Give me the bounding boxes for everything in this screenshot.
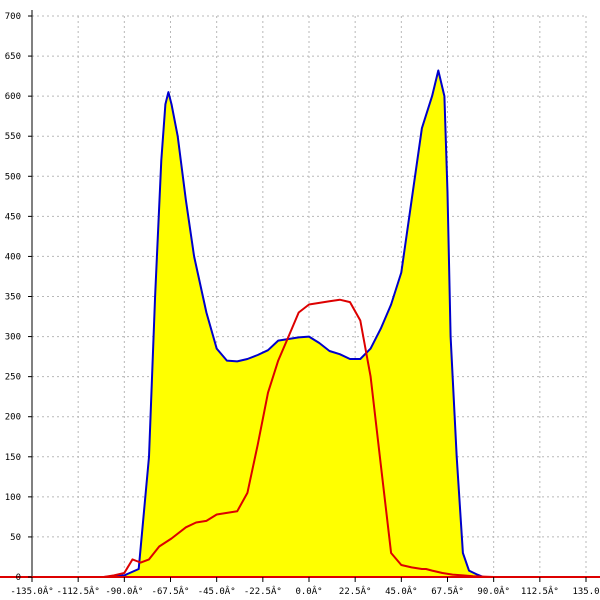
x-tick-label: 22.5Â°: [339, 585, 372, 597]
y-tick-label: 200: [5, 413, 21, 423]
y-tick-label: 600: [5, 92, 21, 102]
x-tick-label: -45.0Â°: [198, 585, 236, 597]
x-tick-label: -67.5Â°: [152, 585, 190, 597]
series-areas: [103, 70, 515, 577]
y-tick-label: 50: [10, 533, 21, 543]
x-tick-labels: -135.0Â° -112.5Â° -90.0Â° -67.5Â° -45.0Â° -22…: [10, 577, 600, 597]
y-tick-label: 100: [5, 493, 21, 503]
y-tick-label: 650: [5, 52, 21, 62]
y-tick-label: 400: [5, 252, 21, 262]
series-1-line: [103, 69, 515, 578]
x-tick-label: 0.0Â°: [295, 585, 322, 597]
y-tick-label: 350: [5, 293, 21, 303]
x-tick-label: 67.5Â°: [431, 585, 464, 597]
series-2-line: [103, 298, 515, 578]
x-tick-label: 90.0Â°: [477, 585, 510, 597]
y-tick-label: 150: [5, 453, 21, 463]
x-tick-label: 112.5Â°: [521, 585, 559, 597]
y-tick-label: 500: [5, 172, 21, 182]
series-1-area: [103, 70, 515, 577]
y-tick-label: 250: [5, 373, 21, 383]
y-tick-label: 700: [5, 12, 21, 22]
x-tick-label: -22.5Â°: [244, 585, 282, 597]
series-lines: [103, 69, 515, 578]
y-tick-label: 550: [5, 132, 21, 142]
x-tick-label: 135.0: [572, 587, 599, 597]
y-tick-label: 0: [16, 573, 21, 583]
axes: [0, 10, 600, 578]
y-tick-label: 450: [5, 212, 21, 222]
x-tick-label: 45.0Â°: [385, 585, 418, 597]
x-tick-label: -135.0Â°: [10, 585, 53, 597]
y-tick-label: 300: [5, 333, 21, 343]
x-tick-label: -90.0Â°: [105, 585, 143, 597]
y-tick-labels: 0 50 100 150 200 250 300 350 400 450 500 550 600 650 7…: [5, 12, 32, 583]
x-tick-label: -112.5Â°: [56, 585, 99, 597]
